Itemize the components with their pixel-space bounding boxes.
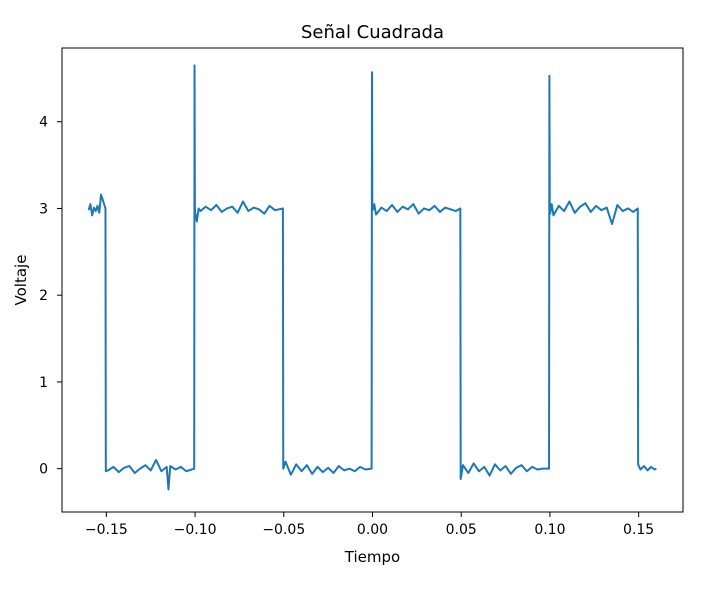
x-tick-label: 0.00 — [357, 522, 388, 538]
y-axis-ticks: 0 1 2 3 4 — [39, 115, 62, 478]
x-tick-label: −0.05 — [262, 522, 305, 538]
y-axis-label: Voltaje — [12, 255, 30, 306]
x-tick-label: 0.05 — [446, 522, 477, 538]
y-tick-label: 4 — [39, 115, 48, 131]
x-tick-label: −0.15 — [85, 522, 128, 538]
plot-area-frame — [61, 47, 684, 513]
series-layer — [87, 64, 657, 491]
x-axis-ticks: −0.15 −0.10 −0.05 0.00 0.05 0.10 0.15 — [85, 512, 654, 538]
chart-title: Señal Cuadrada — [301, 22, 444, 43]
series-line — [87, 64, 657, 491]
y-tick-label: 1 — [39, 375, 48, 391]
x-tick-label: 0.10 — [534, 522, 565, 538]
y-tick-label: 0 — [39, 462, 48, 478]
x-tick-label: −0.10 — [174, 522, 217, 538]
y-tick-label: 2 — [39, 288, 48, 304]
x-axis-label: Tiempo — [344, 548, 400, 566]
x-tick-label: 0.15 — [623, 522, 654, 538]
y-tick-label: 3 — [39, 201, 48, 217]
